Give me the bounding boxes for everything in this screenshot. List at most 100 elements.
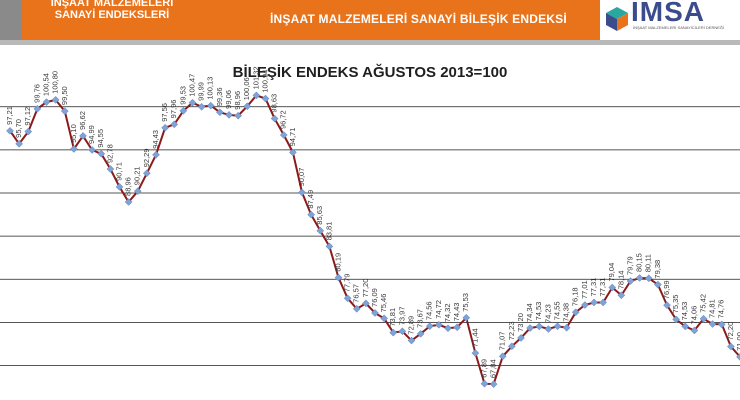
data-label: 74,81 <box>708 299 717 318</box>
data-point <box>60 107 69 115</box>
logo-subtitle: İNŞAAT MALZEMELERİ SANAYİCİLERİ DERNEĞİ <box>633 25 725 30</box>
chart-title: BİLEŞİK ENDEKS AĞUSTOS 2013=100 <box>233 63 508 81</box>
data-point <box>544 325 553 333</box>
data-label: 83,81 <box>324 222 333 241</box>
line-chart: BİLEŞİK ENDEKS AĞUSTOS 2013=100 97,21 95,… <box>0 63 740 388</box>
data-point <box>435 320 443 329</box>
data-label: 74,72 <box>434 300 443 319</box>
data-point <box>389 328 398 337</box>
data-point <box>42 98 51 106</box>
data-label: 78,14 <box>616 271 625 290</box>
data-label: 92,78 <box>105 144 114 163</box>
data-label: 100,06 <box>242 77 251 100</box>
data-point <box>243 102 252 111</box>
data-label: 90,21 <box>133 166 142 185</box>
data-point <box>498 352 507 361</box>
data-label: 94,71 <box>288 128 297 147</box>
data-point <box>535 322 544 331</box>
data-label: 97,56 <box>160 103 169 122</box>
data-point <box>289 148 297 157</box>
data-point <box>736 353 740 361</box>
data-point <box>517 334 525 342</box>
data-label: 74,76 <box>717 300 726 319</box>
data-label: 72,23 <box>507 321 516 340</box>
data-point <box>88 146 96 154</box>
series-line <box>9 94 740 386</box>
data-point <box>270 114 279 123</box>
data-label: 74,23 <box>543 304 552 323</box>
data-point <box>590 298 598 307</box>
data-label: 79,38 <box>653 260 662 279</box>
data-point <box>206 101 215 110</box>
data-point <box>571 308 580 317</box>
data-point <box>626 277 635 285</box>
data-label: 94,55 <box>96 129 105 148</box>
data-point <box>115 183 124 191</box>
data-label: 85,63 <box>315 206 324 225</box>
data-label: 99,06 <box>224 90 233 109</box>
data-point <box>124 198 133 206</box>
data-label: 77,79 <box>343 274 352 293</box>
data-label: 72,89 <box>407 316 416 335</box>
data-label: 94,99 <box>87 125 96 144</box>
data-label: 80,15 <box>635 253 644 272</box>
data-label: 99,53 <box>178 86 187 105</box>
header-divider <box>0 40 740 45</box>
header-left-block <box>0 0 22 40</box>
data-point <box>617 291 626 300</box>
data-point <box>371 309 379 317</box>
data-label: 74,38 <box>562 303 571 322</box>
data-label: 74,06 <box>689 306 698 325</box>
data-label: 100,47 <box>188 74 197 97</box>
data-label: 95,10 <box>69 124 78 143</box>
data-point <box>216 108 224 117</box>
section-title: İNŞAAT MALZEMELERİ SANAYİ ENDEKSLERİ <box>22 0 202 21</box>
data-label: 77,01 <box>580 280 589 299</box>
data-label: 73,20 <box>516 313 525 332</box>
data-label: 87,49 <box>306 190 315 209</box>
series-path <box>9 94 740 386</box>
data-label: 80,19 <box>334 253 343 272</box>
data-label: 76,57 <box>352 284 361 303</box>
data-label: 74,43 <box>452 303 461 322</box>
data-label: 100,80 <box>51 71 60 94</box>
data-point <box>471 349 480 357</box>
data-label: 100,13 <box>206 77 215 100</box>
data-point <box>663 301 671 310</box>
data-label: 77,20 <box>361 279 370 298</box>
data-point <box>480 379 489 388</box>
data-label: 71,07 <box>498 331 507 350</box>
data-label: 77,31 <box>598 278 607 297</box>
data-point <box>717 320 726 329</box>
data-label: 94,43 <box>151 130 160 149</box>
data-label: 97,21 <box>5 106 14 125</box>
data-point <box>70 145 78 153</box>
data-point <box>398 327 407 336</box>
data-label: 73,97 <box>397 306 406 325</box>
data-label: 90,71 <box>115 162 124 181</box>
data-point <box>581 301 589 309</box>
data-label: 71,00 <box>735 332 740 351</box>
data-label: 75,35 <box>671 295 680 314</box>
data-point <box>416 329 425 338</box>
data-point <box>444 324 452 333</box>
data-label: 90,07 <box>297 168 306 187</box>
data-label: 99,76 <box>32 84 41 103</box>
data-label: 96,72 <box>279 110 288 129</box>
cube-icon <box>606 7 628 31</box>
data-label: 79,79 <box>626 256 635 275</box>
section-title-line2: SANAYİ ENDEKSLERİ <box>54 9 170 21</box>
data-label: 80,11 <box>644 254 653 272</box>
page-title: İNŞAAT MALZEMELERİ SANAYİ BİLEŞİK ENDEKS… <box>270 12 567 26</box>
data-label: 75,53 <box>461 293 470 312</box>
header-band <box>0 0 600 40</box>
data-point <box>654 280 662 289</box>
data-label: 97,12 <box>23 107 32 126</box>
data-label: 76,09 <box>370 288 379 307</box>
data-label: 88,96 <box>124 177 133 196</box>
data-point <box>407 336 416 345</box>
data-label: 98,96 <box>233 91 242 110</box>
data-point <box>97 149 106 158</box>
data-label: 67,84 <box>489 359 498 378</box>
data-label: 75,42 <box>699 294 708 313</box>
